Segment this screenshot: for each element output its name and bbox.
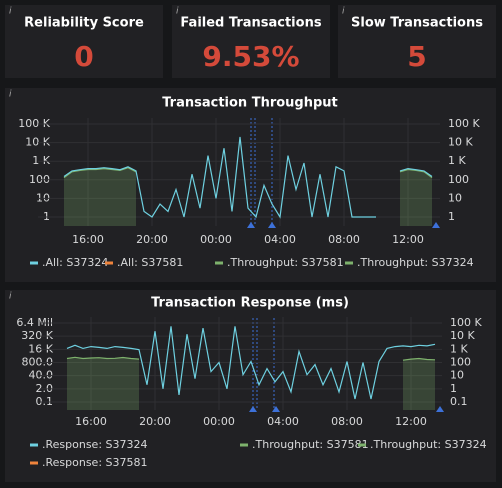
svg-text:i: i [9,90,12,100]
y2-tick-label: 0.1 [450,395,468,408]
y-tick-label: 6.4 Mil [16,316,53,329]
series-area [64,167,432,226]
legend-label: .All: S37581 [117,256,183,269]
annotation-markers[interactable] [247,222,444,412]
y2-tick-label: 100 K [450,316,482,329]
series-line [66,326,436,400]
legend-label: .All: S37324 [42,256,108,269]
series-area [67,357,435,410]
legend-label: .Throughput: S37581 [227,256,344,269]
series-line [63,167,433,179]
x-tick-label: 20:00 [139,415,171,428]
y2-tick-label: 1 [448,210,455,223]
x-tick-label: 08:00 [331,415,363,428]
y2-tick-label: 100 [450,356,471,369]
legend-label: .Response: S37581 [42,456,148,469]
svg-text:i: i [342,7,345,17]
svg-text:i: i [9,292,12,302]
svg-text:i: i [9,7,12,17]
stat-value: 5 [407,40,426,73]
y2-tick-label: 1 K [450,342,468,355]
x-tick-label: 16:00 [72,233,104,246]
y2-tick-label: 100 [448,173,469,186]
stat-title: Slow Transactions [351,16,483,31]
y2-tick-label: 1 [450,382,457,395]
stat-value: 9.53% [202,40,299,73]
stat-panel [338,5,496,78]
y-tick-label: 800.0 [22,356,54,369]
svg-text:i: i [176,7,179,17]
x-tick-label: 04:00 [264,233,296,246]
stat-value: 0 [74,40,93,73]
y2-tick-label: 10 K [450,329,475,342]
x-tick-label: 00:00 [200,233,232,246]
x-tick-label: 20:00 [136,233,168,246]
y2-tick-label: 1 K [448,154,466,167]
y2-tick-label: 10 [448,191,462,204]
x-tick-label: 12:00 [395,415,427,428]
chart-title: Transaction Throughput [162,96,338,111]
series-line [66,356,436,361]
x-tick-label: 12:00 [392,233,424,246]
x-tick-label: 16:00 [75,415,107,428]
chart-title: Transaction Response (ms) [151,296,349,311]
legend-label: .Throughput: S37324 [370,438,487,451]
stat-title: Failed Transactions [180,16,321,31]
legend-label: .Throughput: S37581 [252,438,369,451]
x-tick-label: 04:00 [267,415,299,428]
y2-tick-label: 10 [450,369,464,382]
y2-tick-label: 100 K [448,117,480,130]
x-tick-label: 00:00 [203,415,235,428]
legend-label: .Response: S37324 [42,438,148,451]
y-tick-label: 100 K [18,117,50,130]
info-icons: i i i i i [9,7,345,302]
chart-panel [5,88,496,282]
series-line [63,136,433,219]
chart-panel [5,290,496,482]
stat-title: Reliability Score [24,16,144,31]
annotations [250,118,275,410]
x-tick-label: 08:00 [328,233,360,246]
y2-tick-label: 10 K [448,136,473,149]
legend-label: .Throughput: S37324 [357,256,474,269]
stat-panel [172,5,330,78]
stat-panel [5,5,163,78]
stats: Reliability Score 0 Failed Transactions … [24,16,483,74]
y-tick-label: 320 K [21,329,53,342]
